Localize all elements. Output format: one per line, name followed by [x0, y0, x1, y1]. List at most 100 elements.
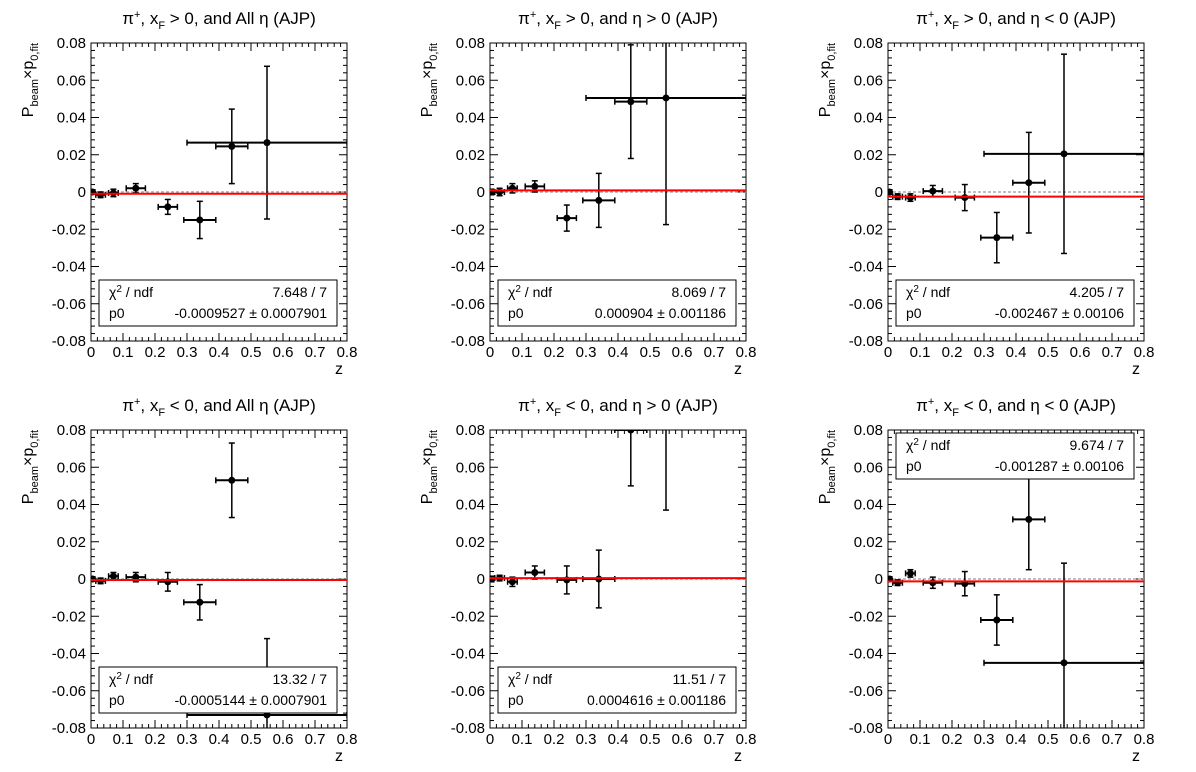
plot-area	[490, 430, 746, 609]
y-tick-label: 0.04	[57, 110, 86, 127]
point-marker	[132, 184, 140, 192]
data-point	[663, 430, 669, 511]
plot-area	[888, 468, 1144, 728]
y-tick-label: 0	[477, 571, 485, 588]
y-tick-label: 0.02	[57, 534, 86, 551]
point-marker	[627, 430, 635, 434]
data-point	[157, 198, 179, 216]
x-tick-label: 0	[486, 344, 494, 361]
stat-p0-label: p0	[109, 692, 125, 708]
stat-p0-value: 0.0004616 ± 0.001186	[587, 692, 726, 708]
chart-panel-1: π+, xF > 0, and All η (AJP) -0.08 -0.06 -0.…	[20, 9, 357, 378]
point-marker	[263, 139, 271, 147]
data-point	[524, 565, 546, 580]
chart-panel-6: π+, xF < 0, and η < 0 (AJP) -0.08 -0.06 -0.…	[817, 396, 1154, 765]
y-tick-label: -0.04	[52, 646, 86, 663]
stat-chi2-label: χ2 / ndf	[906, 284, 950, 300]
point-marker	[228, 476, 236, 484]
stat-p0-value: -0.0009527 ± 0.0007901	[175, 305, 328, 321]
y-tick-label: -0.02	[52, 221, 86, 238]
x-tick-label: 0.1	[910, 731, 931, 748]
chart-title: π+, xF > 0, and η < 0 (AJP)	[916, 9, 1116, 32]
data-point	[215, 108, 249, 185]
data-point	[157, 571, 179, 592]
x-tick-label: 0.4	[209, 731, 230, 748]
stat-box: χ2 / ndf 8.069 / 7 p0 0.000904 ± 0.001186	[497, 279, 737, 327]
chart-title: π+, xF > 0, and All η (AJP)	[122, 9, 316, 32]
data-point	[1012, 131, 1046, 234]
x-tick-label: 0.8	[337, 344, 358, 361]
y-tick-label: 0.04	[854, 497, 883, 514]
y-tick-label: 0.08	[854, 35, 883, 52]
y-tick-label: 0.06	[57, 72, 86, 89]
x-tick-label: 0.2	[145, 344, 166, 361]
data-point	[980, 211, 1014, 264]
y-tick-label: 0.08	[57, 35, 86, 52]
y-axis-label: Pbeam×p0,fit	[20, 43, 41, 117]
stat-box: χ2 / ndf 4.205 / 7 p0 -0.002467 ± 0.00106	[895, 279, 1135, 327]
x-tick-label: 0.5	[640, 344, 661, 361]
data-point	[186, 65, 347, 220]
stat-p0-label: p0	[906, 458, 922, 474]
x-axis-label: z	[335, 748, 343, 765]
point-marker	[662, 94, 670, 102]
x-tick-label: 0.1	[113, 731, 134, 748]
point-marker	[993, 616, 1001, 624]
stat-chi2-label: χ2 / ndf	[508, 671, 552, 687]
x-tick-label: 0.7	[704, 731, 725, 748]
y-tick-label: -0.06	[451, 683, 485, 700]
y-axis-label: Pbeam×p0,fit	[817, 43, 838, 117]
y-tick-label: 0.08	[456, 422, 485, 439]
point-marker	[993, 234, 1001, 242]
data-point	[954, 570, 976, 597]
data-point	[892, 579, 904, 587]
point-marker	[531, 182, 539, 190]
x-tick-label: 0.3	[974, 344, 995, 361]
point-marker	[627, 98, 635, 106]
chart-panel-4: π+, xF < 0, and All η (AJP) -0.08 -0.06 -0.…	[20, 396, 358, 765]
stat-p0-label: p0	[508, 305, 524, 321]
point-marker	[929, 579, 937, 587]
x-tick-label: 0.4	[1006, 344, 1027, 361]
y-tick-label: 0	[78, 184, 86, 201]
x-tick-label: 0	[486, 731, 494, 748]
point-marker	[508, 578, 516, 586]
x-tick-label: 0.5	[241, 731, 262, 748]
plot-area	[888, 53, 1144, 264]
x-tick-label: 0.7	[704, 344, 725, 361]
point-marker	[97, 191, 105, 199]
x-tick-label: 0.8	[337, 731, 358, 748]
x-axis-label: z	[335, 361, 343, 378]
x-tick-label: 0.5	[1038, 344, 1059, 361]
y-tick-label: 0.06	[854, 459, 883, 476]
y-tick-label: -0.06	[849, 296, 883, 313]
y-tick-label: -0.02	[451, 221, 485, 238]
y-tick-label: 0.04	[456, 497, 485, 514]
data-point	[904, 568, 916, 578]
plot-area	[91, 65, 347, 240]
point-marker	[531, 568, 539, 576]
stat-p0-value: -0.002467 ± 0.00106	[995, 305, 1124, 321]
x-tick-label: 0.3	[177, 344, 198, 361]
stat-box-frame	[497, 666, 737, 714]
x-tick-label: 0.4	[608, 344, 629, 361]
y-tick-label: 0.06	[456, 459, 485, 476]
plot-area	[91, 442, 347, 728]
data-point	[524, 180, 546, 193]
x-tick-label: 0.2	[544, 344, 565, 361]
y-tick-label: 0	[78, 571, 86, 588]
data-point	[614, 44, 648, 160]
x-tick-label: 0.3	[974, 731, 995, 748]
y-tick-label: -0.04	[849, 646, 883, 663]
data-point	[888, 188, 894, 196]
y-tick-label: -0.02	[52, 608, 86, 625]
stat-p0-label: p0	[906, 305, 922, 321]
y-tick-label: 0.04	[57, 497, 86, 514]
chart-title: π+, xF < 0, and η > 0 (AJP)	[518, 396, 718, 419]
stat-chi2-label: χ2 / ndf	[109, 284, 153, 300]
y-tick-label: -0.04	[52, 259, 86, 276]
x-tick-label: 0.1	[113, 344, 134, 361]
y-tick-label: -0.02	[849, 221, 883, 238]
x-tick-label: 0.1	[910, 344, 931, 361]
